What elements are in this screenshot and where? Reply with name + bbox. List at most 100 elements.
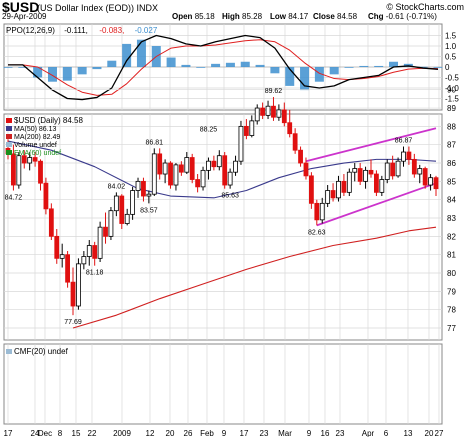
candle-body <box>76 263 81 307</box>
candle-body <box>433 177 439 190</box>
candle-body <box>211 160 217 168</box>
price-y-tick-label: 78 <box>447 306 456 315</box>
candle-body <box>189 157 195 180</box>
candle-body <box>130 190 136 215</box>
candle-body <box>65 254 70 283</box>
low-label: Low <box>270 12 286 21</box>
ppo-histogram-bar <box>92 67 102 70</box>
candle-body <box>151 153 157 195</box>
candle-body <box>233 160 238 173</box>
candle-body <box>249 120 255 136</box>
x-tick-label: 27 <box>435 429 444 437</box>
ppo-y-tick-label: -0.5 <box>445 74 459 83</box>
candle-body <box>103 226 108 237</box>
ppo-histogram-bar <box>47 67 57 82</box>
price-annotation: 82.63 <box>308 229 326 236</box>
ppo-histogram-bar <box>33 67 43 78</box>
channel-lower-line <box>316 182 437 227</box>
candle-body <box>195 179 201 188</box>
low-quote: Low 84.17 <box>270 12 308 21</box>
x-tick-label: 16 <box>321 429 330 437</box>
candle-body <box>374 173 379 193</box>
price-panel <box>3 113 443 341</box>
price-y-tick-label: 82 <box>447 232 456 241</box>
ppo-y-tick-label: 1.5 <box>445 32 457 41</box>
price-annotation: 86.87 <box>395 138 413 145</box>
x-tick-label: Mar <box>278 429 292 437</box>
candle-body <box>319 202 325 221</box>
candle-body <box>216 155 222 168</box>
price-legend-swatch <box>6 142 12 147</box>
price-legend-text: $USD (Daily) 84.58 <box>14 116 83 125</box>
price-legend-text: EMA(60) undef <box>14 150 61 157</box>
candle-body <box>162 162 168 175</box>
high-value: 85.28 <box>242 12 263 21</box>
price-annotation: 81.18 <box>86 270 104 277</box>
ticker-symbol: $USD <box>2 0 40 15</box>
candle-body <box>401 151 406 162</box>
price-legend-text: Volume undef <box>14 142 57 149</box>
candle-body <box>428 177 433 186</box>
candle-body <box>298 149 303 164</box>
candle-body <box>417 168 423 175</box>
price-y-tick-label: 79 <box>447 287 456 296</box>
candle-body <box>16 155 22 186</box>
candle-body <box>363 169 368 182</box>
price-legend-swatch <box>6 126 12 131</box>
price-legend-swatch <box>6 150 12 155</box>
close-value: 84.58 <box>337 12 358 21</box>
x-tick-label: 24 <box>31 429 40 437</box>
candle-body <box>314 202 320 221</box>
ppo-y-tick-label: -1.5 <box>445 95 459 104</box>
high-quote: High 85.28 <box>222 12 262 21</box>
ppo-histogram-bar <box>62 67 72 81</box>
candle-body <box>281 109 287 124</box>
candle-body <box>168 162 173 186</box>
change-value: -0.61 (-0.71%) <box>385 12 437 21</box>
price-annotation: 85.63 <box>221 193 239 200</box>
candle-body <box>200 169 206 188</box>
change-quote: Chg -0.61 (-0.71%) <box>368 12 437 21</box>
x-tick-label: 13 <box>404 429 413 437</box>
ppo-histogram-bar <box>240 61 250 67</box>
candle-body <box>390 162 396 177</box>
price-y-tick-label: 88 <box>447 122 456 131</box>
price-y-tick-label: 80 <box>447 269 456 278</box>
quote-date: 29-Apr-2009 <box>2 12 47 21</box>
open-quote: Open 85.18 <box>172 12 215 21</box>
x-tick-label: 23 <box>260 429 269 437</box>
ppo-histogram-bar <box>329 67 339 75</box>
ppo-histogram-bar <box>285 67 295 86</box>
candle-body <box>157 153 163 175</box>
candle-body <box>336 180 341 199</box>
ppo-histogram-bar <box>374 65 384 67</box>
stockcharts-watermark: © StockCharts.com <box>386 2 464 12</box>
ppo-histogram-bar <box>107 60 117 67</box>
ppo-line <box>8 34 439 101</box>
candle-body <box>21 155 27 164</box>
open-label: Open <box>172 12 193 21</box>
price-legend-swatch <box>6 118 12 123</box>
instrument-full-name: (US Dollar Index (EOD)) <box>37 3 135 13</box>
candle-body <box>113 195 119 212</box>
ppo-legend-text: PPO(12,26,9) <box>6 26 55 35</box>
x-tick-label: Apr <box>362 429 375 437</box>
price-y-tick-label: 85 <box>447 177 456 186</box>
candle-body <box>135 180 141 191</box>
candle-body <box>260 107 266 116</box>
ppo-histogram-bar <box>166 57 176 67</box>
candle-body <box>422 168 428 186</box>
candle-body <box>287 122 293 135</box>
close-label: Close <box>313 12 335 21</box>
candle-body <box>32 157 38 162</box>
x-tick-label: 8 <box>58 429 63 437</box>
candle-body <box>411 158 417 175</box>
ppo-histogram-bar <box>389 61 399 67</box>
x-tick-label: 22 <box>88 429 97 437</box>
ppo-y-tick-label: -1.0 <box>445 84 459 93</box>
candle-body <box>406 151 412 160</box>
ppo-legend-text: -0.111, <box>64 26 88 35</box>
candle-body <box>308 175 314 204</box>
ppo-histogram-bar <box>211 63 221 67</box>
candle-body <box>97 226 103 259</box>
